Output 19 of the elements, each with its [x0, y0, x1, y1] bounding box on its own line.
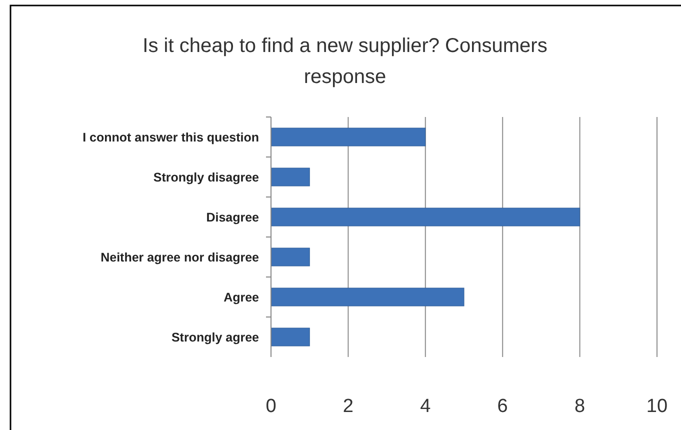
y-tick-label: I connot answer this question [82, 130, 259, 144]
x-tick-label: 10 [646, 396, 668, 417]
x-tick-label: 8 [574, 396, 586, 417]
bar [270, 328, 310, 346]
x-tick-label: 0 [266, 396, 276, 417]
x-tick-label: 4 [420, 396, 432, 417]
y-tick-label: Neither agree nor disagree [100, 250, 260, 264]
x-tick-label: 6 [497, 396, 508, 417]
y-tick-label: Disagree [206, 210, 260, 224]
bar [270, 168, 310, 186]
x-tick-label: 2 [342, 396, 354, 417]
bar [270, 288, 464, 306]
bar [270, 208, 580, 226]
bar [270, 128, 426, 146]
y-tick-label: Agree [224, 290, 260, 304]
bar [270, 248, 310, 266]
y-tick-label: Strongly disagree [153, 170, 260, 184]
chart-title: Is it cheap to find a new supplier? Consumers response [142, 35, 548, 88]
y-tick-label: Strongly agree [171, 330, 260, 344]
